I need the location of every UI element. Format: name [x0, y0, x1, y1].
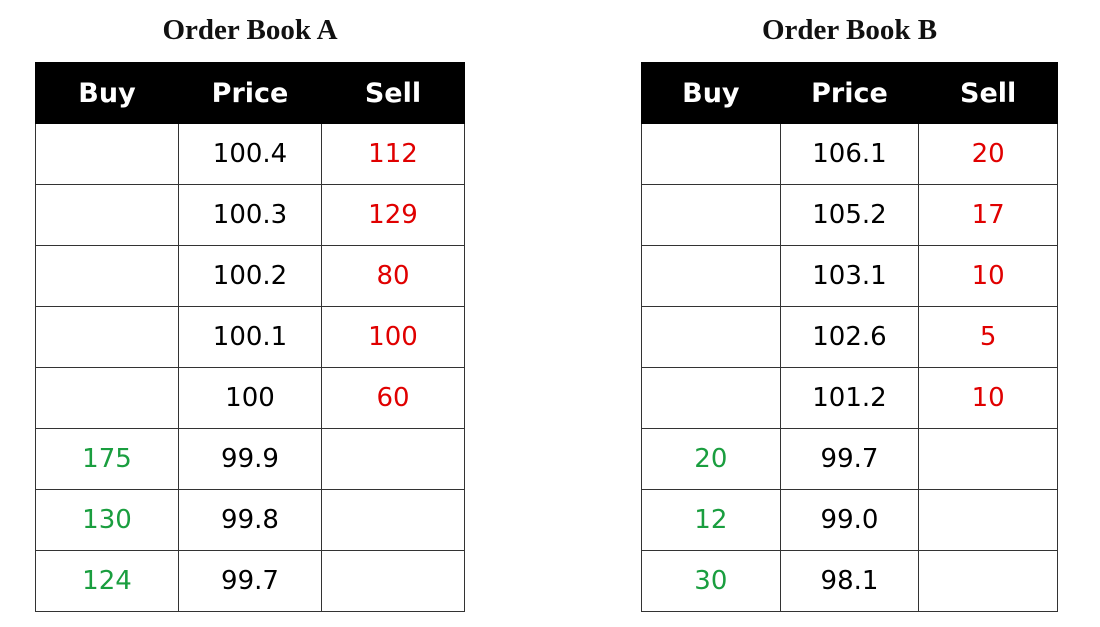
sell-cell [918, 550, 1058, 612]
price-cell: 99.7 [779, 428, 920, 490]
column-header-sell: Sell [321, 62, 465, 124]
price-cell: 102.6 [779, 306, 920, 368]
sell-cell [321, 550, 465, 612]
price-cell: 99.0 [779, 489, 920, 551]
table-row: 175 99.9 [35, 428, 465, 490]
buy-cell: 12 [641, 489, 781, 551]
price-cell: 100.4 [178, 123, 322, 185]
buy-cell [35, 184, 179, 246]
buy-cell [35, 245, 179, 307]
buy-cell [35, 367, 179, 429]
table-row: 100.1 100 [35, 306, 465, 368]
column-header-price: Price [178, 62, 322, 124]
order-book-title: Order Book A [162, 14, 338, 46]
order-book-a: Order Book A Buy Price Sell 100.4 112 100.3 129… [35, 0, 465, 627]
sell-cell: 60 [321, 367, 465, 429]
price-cell: 100.3 [178, 184, 322, 246]
price-cell: 100.2 [178, 245, 322, 307]
sell-cell: 20 [918, 123, 1058, 185]
buy-cell [641, 184, 781, 246]
order-book-title: Order Book B [761, 14, 938, 46]
buy-cell [641, 306, 781, 368]
table-row: 102.6 5 [641, 306, 1058, 368]
price-cell: 103.1 [779, 245, 920, 307]
price-cell: 99.9 [178, 428, 322, 490]
sell-cell [918, 489, 1058, 551]
sell-cell: 80 [321, 245, 465, 307]
price-cell: 99.7 [178, 550, 322, 612]
price-cell: 99.8 [178, 489, 322, 551]
column-header-sell: Sell [918, 62, 1058, 124]
table-row: 103.1 10 [641, 245, 1058, 307]
price-cell: 98.1 [779, 550, 920, 612]
order-book-table: Buy Price Sell 106.1 20 105.2 17 103.1 10 102.6 5 1… [641, 62, 1058, 612]
table-row: 106.1 20 [641, 123, 1058, 185]
table-row: 130 99.8 [35, 489, 465, 551]
order-book-table: Buy Price Sell 100.4 112 100.3 129 100.2 80 100.1… [35, 62, 465, 612]
sell-cell: 129 [321, 184, 465, 246]
table-row: 20 99.7 [641, 428, 1058, 490]
sell-cell: 5 [918, 306, 1058, 368]
sell-cell: 17 [918, 184, 1058, 246]
sell-cell [321, 489, 465, 551]
table-row: 100 60 [35, 367, 465, 429]
buy-cell: 124 [35, 550, 179, 612]
header-row: Buy Price Sell [35, 62, 465, 124]
sell-cell: 112 [321, 123, 465, 185]
table-row: 101.2 10 [641, 367, 1058, 429]
buy-cell [35, 306, 179, 368]
price-cell: 106.1 [779, 123, 920, 185]
sell-cell [918, 428, 1058, 490]
price-cell: 105.2 [779, 184, 920, 246]
sell-cell: 100 [321, 306, 465, 368]
price-cell: 101.2 [779, 367, 920, 429]
table-row: 30 98.1 [641, 550, 1058, 612]
column-header-price: Price [779, 62, 920, 124]
buy-cell: 20 [641, 428, 781, 490]
price-cell: 100 [178, 367, 322, 429]
column-header-buy: Buy [35, 62, 179, 124]
sell-cell [321, 428, 465, 490]
table-row: 124 99.7 [35, 550, 465, 612]
sell-cell: 10 [918, 367, 1058, 429]
column-header-buy: Buy [641, 62, 781, 124]
header-row: Buy Price Sell [641, 62, 1058, 124]
table-row: 100.2 80 [35, 245, 465, 307]
buy-cell [641, 245, 781, 307]
price-cell: 100.1 [178, 306, 322, 368]
buy-cell [35, 123, 179, 185]
buy-cell [641, 367, 781, 429]
table-row: 105.2 17 [641, 184, 1058, 246]
sell-cell: 10 [918, 245, 1058, 307]
buy-cell: 30 [641, 550, 781, 612]
buy-cell: 175 [35, 428, 179, 490]
table-row: 12 99.0 [641, 489, 1058, 551]
table-row: 100.3 129 [35, 184, 465, 246]
buy-cell: 130 [35, 489, 179, 551]
order-book-b: Order Book B Buy Price Sell 106.1 20 105.2 17 10… [641, 0, 1058, 627]
table-row: 100.4 112 [35, 123, 465, 185]
buy-cell [641, 123, 781, 185]
